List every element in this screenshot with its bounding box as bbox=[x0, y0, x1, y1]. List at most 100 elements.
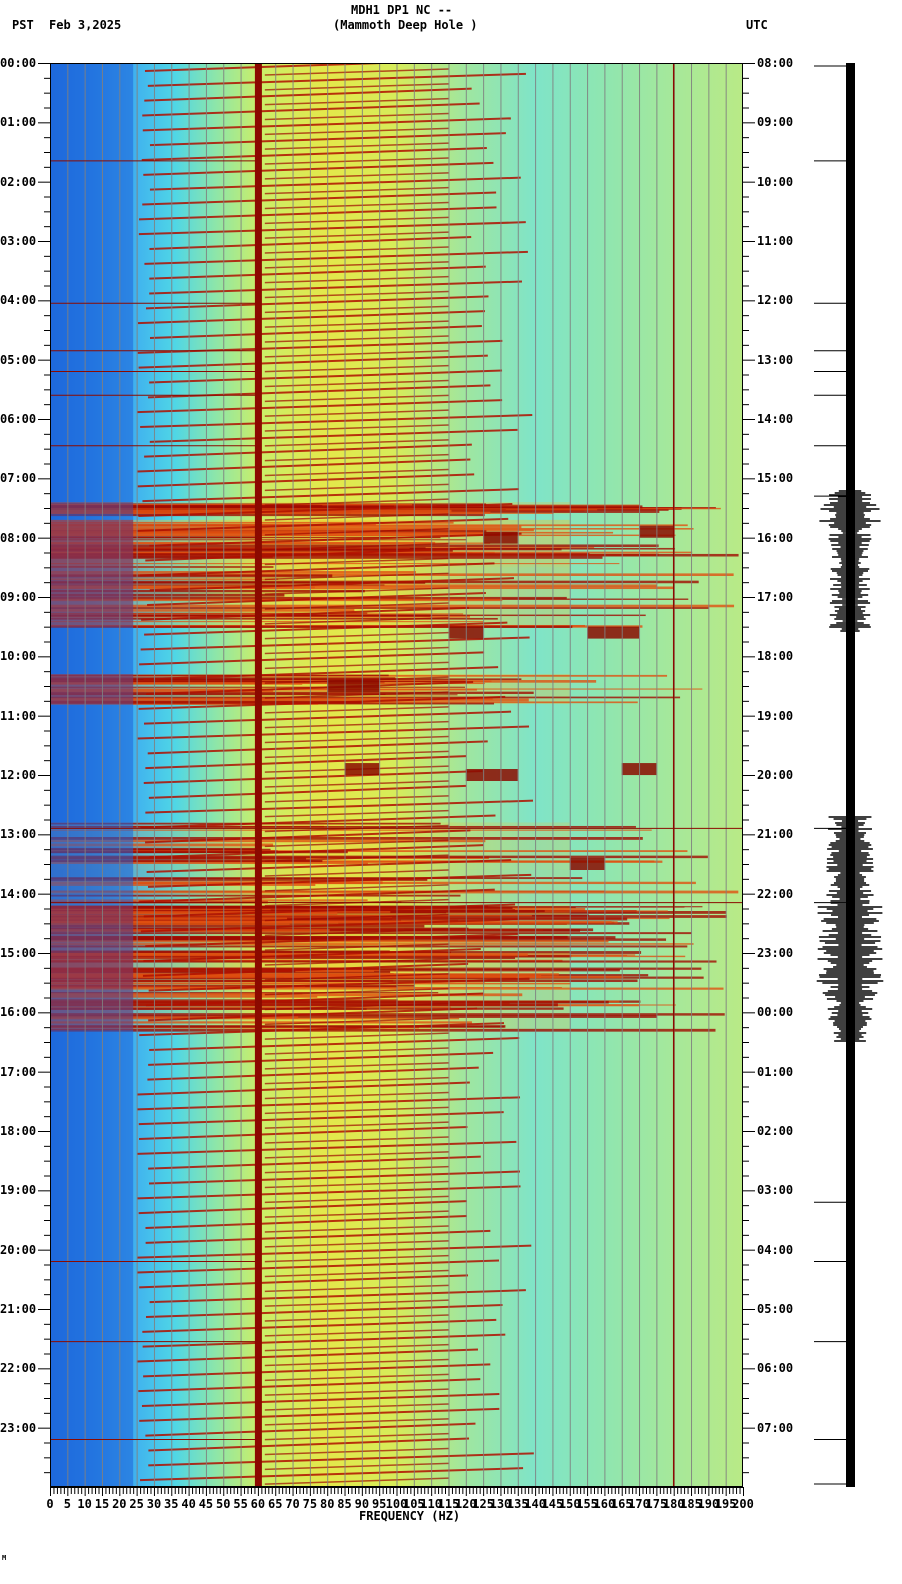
waveform-trace bbox=[814, 63, 884, 1487]
right-time-label: 16:00 bbox=[757, 530, 794, 545]
svg-text:70: 70 bbox=[285, 1497, 299, 1511]
right-time-label: 14:00 bbox=[757, 412, 794, 426]
right-time-label: 11:00 bbox=[757, 234, 794, 248]
left-time-label: 02:00 bbox=[0, 174, 37, 189]
svg-text:115: 115 bbox=[438, 1497, 460, 1511]
left-time-label: 10:00 bbox=[0, 649, 37, 664]
svg-text:150: 150 bbox=[559, 1497, 581, 1511]
svg-text:120: 120 bbox=[455, 1497, 477, 1511]
left-time-label: 11:00 bbox=[0, 708, 37, 723]
svg-text:125: 125 bbox=[472, 1497, 494, 1511]
left-time-label: 05:00 bbox=[0, 352, 37, 367]
left-time-label: 23:00 bbox=[0, 1420, 37, 1435]
right-time-label: 05:00 bbox=[757, 1302, 794, 1316]
left-time-label: 03:00 bbox=[0, 234, 37, 248]
right-time-label: 02:00 bbox=[757, 1124, 794, 1138]
svg-text:15: 15 bbox=[95, 1497, 109, 1511]
svg-text:185: 185 bbox=[680, 1497, 702, 1511]
footer-mark: M bbox=[2, 1554, 7, 1562]
svg-text:30: 30 bbox=[147, 1497, 161, 1511]
svg-text:55: 55 bbox=[233, 1497, 247, 1511]
left-time-label: 07:00 bbox=[0, 471, 37, 486]
left-time-label: 01:00 bbox=[0, 115, 37, 130]
svg-text:0: 0 bbox=[46, 1497, 53, 1511]
left-time-label: 17:00 bbox=[0, 1064, 37, 1079]
left-time-label: 13:00 bbox=[0, 827, 37, 842]
svg-text:195: 195 bbox=[715, 1497, 737, 1511]
svg-text:45: 45 bbox=[199, 1497, 213, 1511]
svg-text:175: 175 bbox=[646, 1497, 668, 1511]
svg-text:180: 180 bbox=[663, 1497, 685, 1511]
svg-text:90: 90 bbox=[355, 1497, 369, 1511]
left-time-label: 12:00 bbox=[0, 768, 37, 782]
right-time-label: 00:00 bbox=[757, 1005, 794, 1020]
svg-text:135: 135 bbox=[507, 1497, 529, 1511]
right-time-label: 19:00 bbox=[757, 708, 794, 723]
left-time-label: 14:00 bbox=[0, 886, 37, 901]
right-time-label: 23:00 bbox=[757, 946, 794, 960]
left-time-label: 21:00 bbox=[0, 1302, 37, 1316]
svg-text:50: 50 bbox=[216, 1497, 230, 1511]
left-time-label: 22:00 bbox=[0, 1361, 37, 1376]
svg-text:105: 105 bbox=[403, 1497, 425, 1511]
svg-text:190: 190 bbox=[698, 1497, 720, 1511]
right-time-label: 09:00 bbox=[757, 115, 794, 130]
right-time-label: 22:00 bbox=[757, 886, 794, 901]
left-time-label: 08:00 bbox=[0, 530, 37, 545]
left-time-label: 18:00 bbox=[0, 1124, 37, 1138]
svg-text:60: 60 bbox=[251, 1497, 265, 1511]
spectrogram-overlay bbox=[50, 63, 743, 1487]
svg-text:95: 95 bbox=[372, 1497, 386, 1511]
left-time-label: 19:00 bbox=[0, 1183, 37, 1198]
right-time-label: 10:00 bbox=[757, 174, 794, 189]
svg-text:140: 140 bbox=[524, 1497, 546, 1511]
svg-text:80: 80 bbox=[320, 1497, 334, 1511]
left-time-label: 20:00 bbox=[0, 1242, 37, 1257]
right-time-label: 20:00 bbox=[757, 768, 794, 782]
left-time-label: 15:00 bbox=[0, 946, 37, 960]
left-time-label: 16:00 bbox=[0, 1005, 37, 1020]
svg-text:100: 100 bbox=[386, 1497, 408, 1511]
left-time-label: 06:00 bbox=[0, 412, 37, 426]
left-timezone-label: PST bbox=[12, 18, 34, 32]
location-title: (Mammoth Deep Hole ) bbox=[333, 18, 478, 32]
svg-text:200: 200 bbox=[732, 1497, 754, 1511]
x-axis-label: FREQUENCY (HZ) bbox=[359, 1509, 461, 1523]
left-time-label: 00:00 bbox=[0, 56, 37, 70]
frequency-axis: 0 5 10 15 20 25 30 35 40 45 50 55 60 65 70 75 80 85 90 95 10… bbox=[46, 1487, 754, 1511]
left-time-label: 09:00 bbox=[0, 590, 37, 604]
right-time-label: 12:00 bbox=[757, 293, 794, 308]
right-time-label: 06:00 bbox=[757, 1361, 794, 1376]
svg-text:40: 40 bbox=[181, 1497, 195, 1511]
right-time-label: 18:00 bbox=[757, 649, 794, 664]
left-time-label: 04:00 bbox=[0, 293, 37, 308]
date-label: Feb 3,2025 bbox=[49, 18, 122, 32]
svg-text:35: 35 bbox=[164, 1497, 178, 1511]
right-time-label: 04:00 bbox=[757, 1242, 794, 1257]
svg-text:25: 25 bbox=[129, 1497, 143, 1511]
svg-text:165: 165 bbox=[611, 1497, 633, 1511]
svg-text:110: 110 bbox=[420, 1497, 442, 1511]
right-time-label: 15:00 bbox=[757, 471, 794, 486]
right-time-label: 07:00 bbox=[757, 1420, 794, 1435]
right-time-label: 08:00 bbox=[757, 56, 794, 70]
svg-text:20: 20 bbox=[112, 1497, 126, 1511]
spectrogram-plot bbox=[50, 63, 743, 1487]
right-time-label: 03:00 bbox=[757, 1183, 794, 1198]
right-time-label: 21:00 bbox=[757, 827, 794, 842]
svg-text:5: 5 bbox=[64, 1497, 71, 1511]
svg-text:75: 75 bbox=[303, 1497, 317, 1511]
right-time-label: 17:00 bbox=[757, 590, 794, 604]
svg-text:130: 130 bbox=[490, 1497, 512, 1511]
right-time-label: 01:00 bbox=[757, 1064, 794, 1079]
svg-text:65: 65 bbox=[268, 1497, 282, 1511]
svg-text:145: 145 bbox=[542, 1497, 564, 1511]
svg-text:85: 85 bbox=[337, 1497, 351, 1511]
svg-text:10: 10 bbox=[77, 1497, 91, 1511]
svg-text:160: 160 bbox=[594, 1497, 616, 1511]
svg-text:170: 170 bbox=[628, 1497, 650, 1511]
right-timezone-label: UTC bbox=[746, 18, 768, 32]
svg-text:155: 155 bbox=[576, 1497, 598, 1511]
right-time-label: 13:00 bbox=[757, 352, 794, 367]
station-title: MDH1 DP1 NC -- bbox=[351, 3, 453, 17]
